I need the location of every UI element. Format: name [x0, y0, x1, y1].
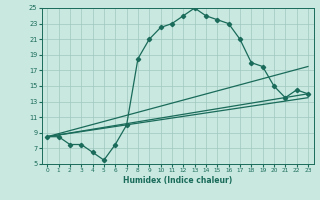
X-axis label: Humidex (Indice chaleur): Humidex (Indice chaleur) [123, 176, 232, 185]
